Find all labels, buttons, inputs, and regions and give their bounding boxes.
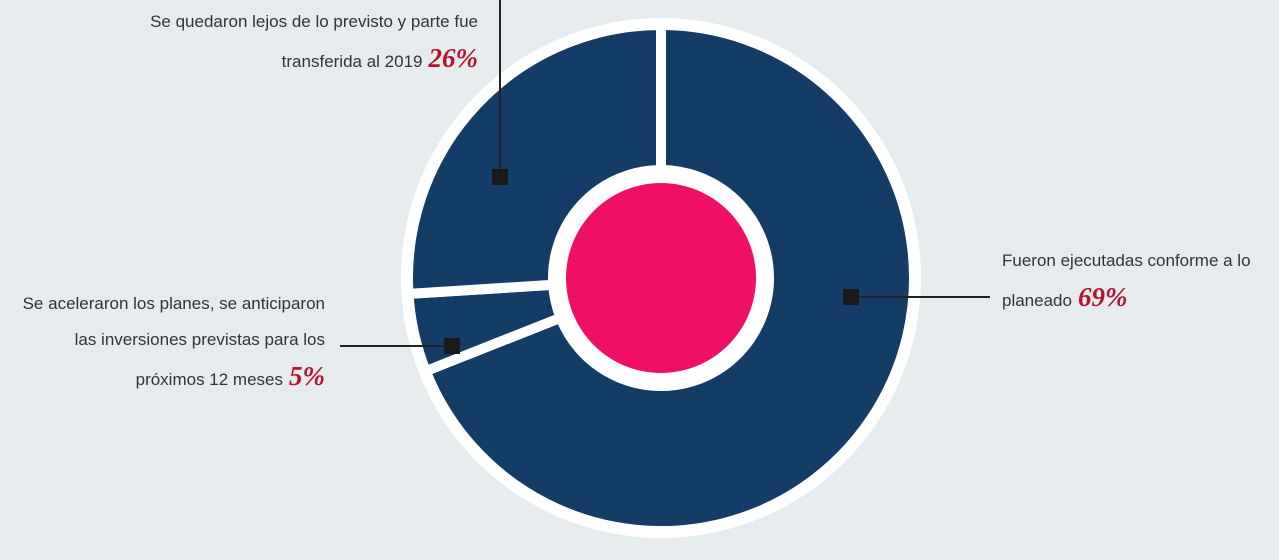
- category-label: Fueron ejecutadas conforme a lo planeado: [1002, 251, 1251, 310]
- value-label: 69%: [1077, 282, 1128, 312]
- slice: [419, 19, 919, 536]
- marker: [492, 169, 508, 185]
- marker: [843, 289, 859, 305]
- marker: [444, 338, 460, 354]
- label-1: Se aceleraron los planes, se anticiparon…: [10, 286, 325, 398]
- value-label: 26%: [428, 43, 479, 73]
- value-label: 5%: [289, 361, 325, 391]
- category-label: Se quedaron lejos de lo previsto y parte…: [150, 12, 478, 71]
- category-label: Se aceleraron los planes, se anticiparon…: [22, 294, 325, 389]
- label-2: Se quedaron lejos de lo previsto y parte…: [133, 4, 478, 80]
- label-0: Fueron ejecutadas conforme a lo planeado…: [1002, 243, 1252, 319]
- center: [566, 183, 756, 373]
